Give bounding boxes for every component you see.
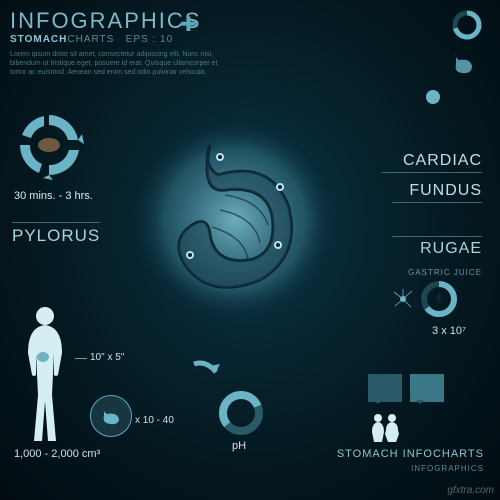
subtitle: STOMACHCHARTS EPS : 10: [10, 34, 201, 45]
pylorus-label: PYLORUS: [12, 222, 100, 246]
cardiac-label: CARDIAC: [382, 152, 482, 173]
chat-box-icon: [410, 374, 444, 402]
lorem-text: Lorem ipsum dolor sit amet, consectetur …: [10, 50, 220, 77]
mini-stomach-icon: [450, 52, 478, 76]
footer-sub: INFOGRAPHICS: [411, 464, 484, 473]
neuron-icon: [392, 288, 414, 310]
ph-label: pH: [232, 440, 246, 452]
human-body-icon: [14, 305, 76, 445]
size-leader-line: [75, 358, 87, 359]
ph-donut: [218, 390, 264, 436]
cell-magnify: [90, 395, 132, 437]
chat-icons: [364, 374, 444, 407]
gastric-count: 3 x 10⁷: [432, 325, 466, 337]
fundus-label: FUNDUS: [392, 182, 482, 203]
watermark: gfxtra.com: [447, 485, 494, 496]
gastric-donut: [420, 280, 458, 318]
subtitle-bold: STOMACH: [10, 34, 67, 45]
top-right-donut: [452, 10, 482, 45]
volume: 1,000 - 2,000 cm³: [14, 448, 100, 460]
page-title: INFOGRAPHICS: [10, 8, 201, 34]
plus-icon: ✚: [180, 12, 197, 37]
gastric-label: GASTRIC JUICE: [408, 268, 482, 277]
footer-title: STOMACH INFOCHARTS: [337, 448, 484, 460]
cycle-icon: [14, 110, 84, 180]
cell-count: x 10 - 40: [135, 415, 174, 426]
people-icon: [368, 412, 402, 444]
arrow-icon: [190, 360, 222, 384]
cycle-time: 30 mins. - 3 hrs.: [14, 190, 93, 202]
chat-box-icon: [368, 374, 402, 402]
eps-label: EPS : 10: [126, 34, 173, 45]
rugae-label: RUGAE: [392, 236, 482, 258]
central-diagram: [130, 115, 340, 325]
body-size: 10" x 5": [90, 352, 124, 363]
subtitle-light: CHARTS: [67, 34, 114, 45]
dot-icon: [426, 90, 440, 104]
